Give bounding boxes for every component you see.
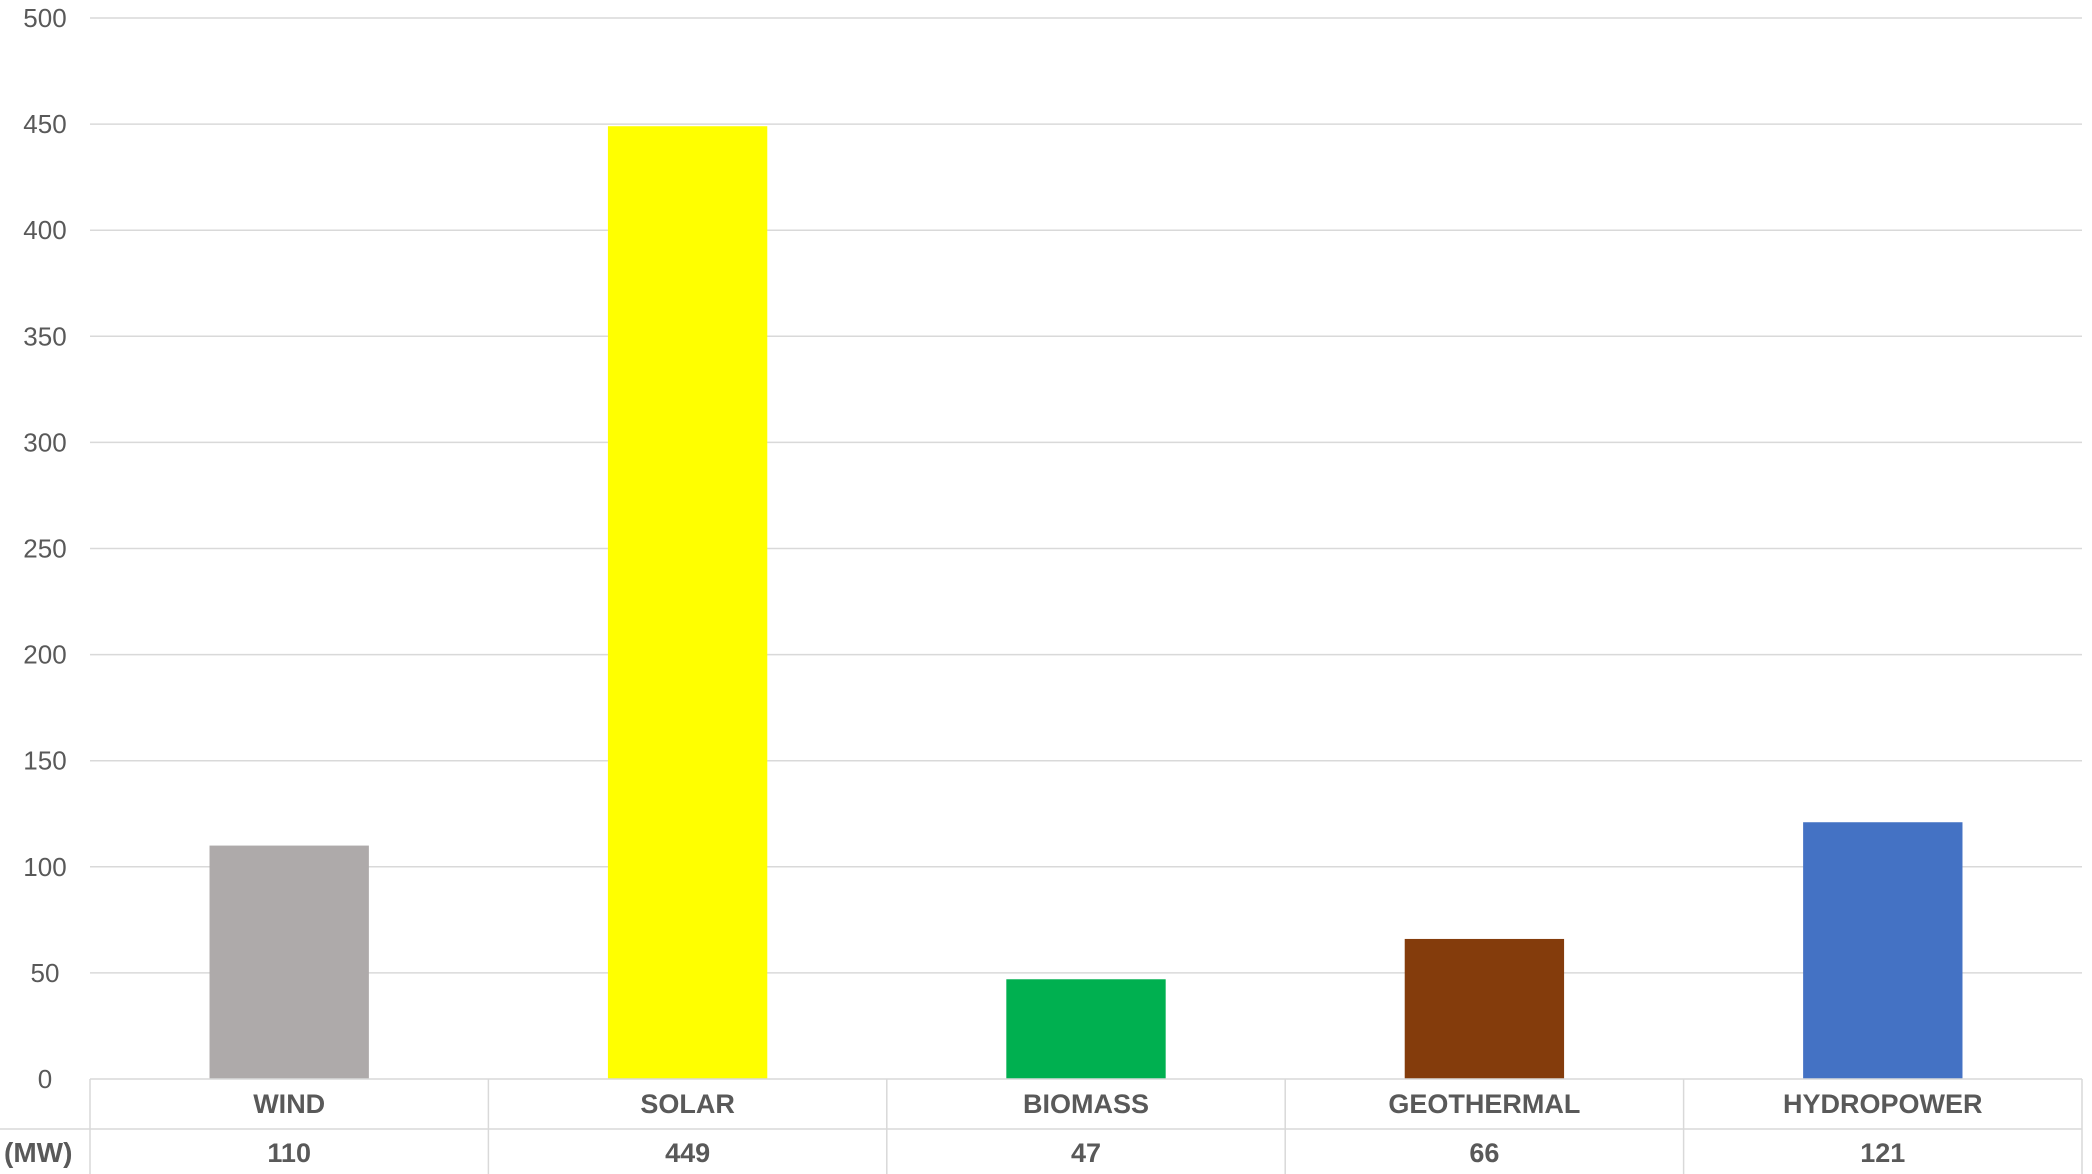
y-tick-label: 200	[23, 640, 66, 670]
data-table-value: 110	[267, 1138, 311, 1168]
y-tick-label: 50	[31, 958, 60, 988]
y-tick-label: 250	[23, 534, 66, 564]
category-label: BIOMASS	[1023, 1089, 1149, 1119]
bar-geothermal	[1404, 938, 1565, 1079]
data-table-row-label: (MW)	[4, 1137, 72, 1168]
data-table-value: 47	[1071, 1138, 1101, 1168]
y-tick-label: 400	[23, 215, 66, 245]
y-tick-label: 350	[23, 321, 66, 351]
data-table-value: 66	[1469, 1138, 1499, 1168]
bar-hydropower	[1803, 822, 1963, 1079]
y-tick-label: 500	[23, 3, 66, 33]
gridlines	[90, 17, 2082, 974]
bar-biomass	[1006, 979, 1166, 1079]
y-tick-label: 150	[23, 746, 66, 776]
data-table-value: 449	[665, 1138, 710, 1168]
category-label: WIND	[253, 1089, 325, 1119]
bar-wind	[209, 845, 369, 1079]
y-tick-label: 300	[23, 427, 66, 457]
data-table: (MW) WIND 110 SOLAR 449 BIOMASS 47 GEOTHERMAL 6…	[0, 1078, 2083, 1174]
data-table-value: 121	[1860, 1138, 1905, 1168]
y-tick-label: 0	[38, 1064, 52, 1094]
y-axis-tick-labels: 0 50 100 150 200 250 300 350 400 450 500	[23, 3, 66, 1094]
category-label: GEOTHERMAL	[1388, 1089, 1580, 1119]
category-label: SOLAR	[640, 1089, 735, 1119]
bars	[209, 126, 1963, 1080]
y-tick-label: 100	[23, 852, 66, 882]
y-tick-label: 450	[23, 109, 66, 139]
bar-solar	[607, 126, 768, 1080]
category-label: HYDROPOWER	[1783, 1089, 1983, 1119]
